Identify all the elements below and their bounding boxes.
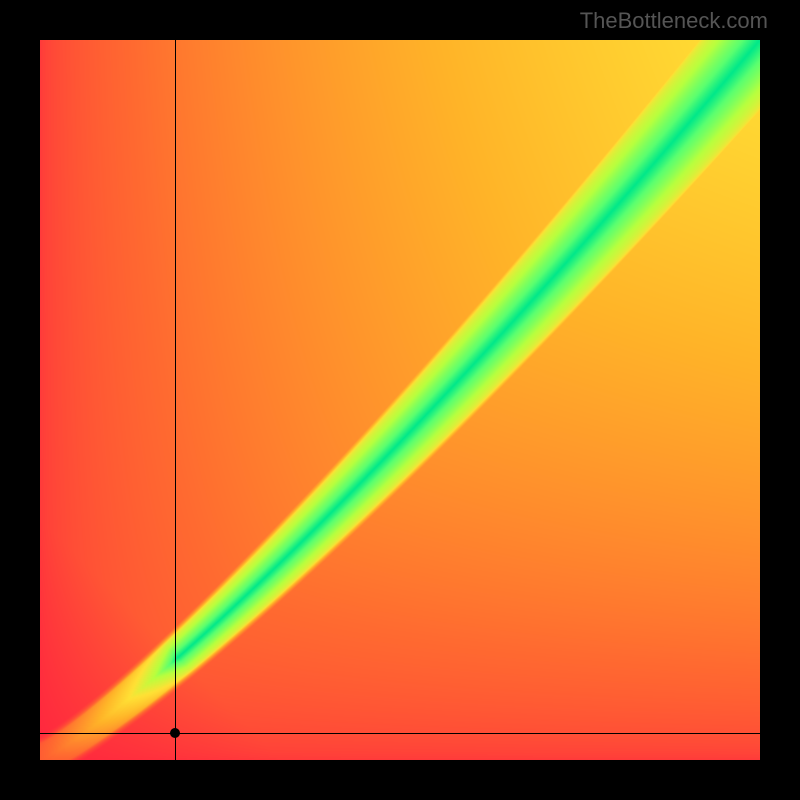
- watermark-text: TheBottleneck.com: [580, 8, 768, 34]
- heatmap-canvas: [40, 40, 760, 760]
- crosshair-horizontal: [40, 733, 760, 734]
- marker-dot: [170, 728, 180, 738]
- plot-area: [40, 40, 760, 760]
- crosshair-vertical: [175, 40, 176, 760]
